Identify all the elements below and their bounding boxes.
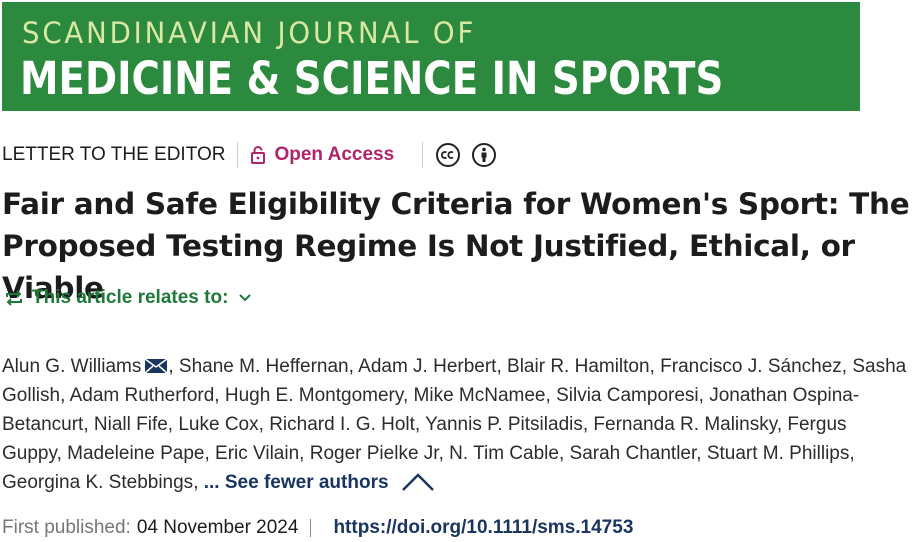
author-name[interactable]: Adam Rutherford (70, 385, 225, 406)
separator (310, 519, 312, 537)
doi-link[interactable]: https://doi.org/10.1111/sms.14753 (333, 517, 634, 538)
separator (237, 142, 239, 168)
author-name[interactable]: Niall Fife (94, 414, 178, 435)
author-name[interactable]: Sarah Chantler (570, 443, 707, 464)
author-name[interactable]: Richard I. G. Holt (269, 414, 425, 435)
author-name[interactable]: Adam J. Herbert (358, 356, 507, 377)
relates-label: This article relates to: (32, 287, 229, 308)
author-name[interactable]: Luke Cox (178, 414, 269, 435)
author-name[interactable]: Shane M. Heffernan (179, 356, 358, 377)
published-label: First published: (2, 517, 131, 538)
author-name[interactable]: Roger Pielke Jr (310, 443, 449, 464)
author-name-text: Alun G. Williams (2, 356, 142, 377)
publication-info: First published: 04 November 2024 https:… (2, 517, 633, 539)
lock-icon (251, 146, 266, 164)
author-name[interactable]: Georgina K. Stebbings (2, 472, 204, 493)
author-name[interactable]: Alun G. Williams (2, 356, 179, 377)
published-date: 04 November 2024 (136, 517, 299, 538)
author-name[interactable]: Madeleine Pape (67, 443, 215, 464)
journal-banner[interactable]: SCANDINAVIAN JOURNAL OF MEDICINE & SCIEN… (2, 2, 860, 111)
article-title: Fair and Safe Eligibility Criteria for W… (2, 187, 910, 305)
author-name[interactable]: Eric Vilain (215, 443, 310, 464)
relates-icon (6, 290, 22, 306)
article-type: LETTER TO THE EDITOR (2, 144, 226, 165)
email-icon[interactable] (144, 358, 168, 374)
journal-name-line1: SCANDINAVIAN JOURNAL OF (22, 16, 477, 50)
author-name[interactable]: Yannis P. Pitsiladis (425, 414, 593, 435)
chevron-down (239, 294, 252, 302)
see-fewer-authors[interactable]: ... See fewer authors (203, 472, 389, 493)
chevron-up[interactable] (401, 472, 435, 492)
author-name[interactable]: Mike McNamee (414, 385, 557, 406)
author-list: Alun G. Williams Shane M. HeffernanAdam J… (2, 352, 907, 497)
separator (422, 142, 424, 168)
open-access: Open Access (274, 144, 395, 165)
journal-name-line2: MEDICINE & SCIENCE IN SPORTS (20, 52, 724, 105)
author-name[interactable]: Fernanda R. Malinsky (593, 414, 787, 435)
author-name[interactable]: Stuart M. Phillips (707, 443, 855, 464)
article-meta-row: LETTER TO THE EDITOR Open Access (2, 141, 497, 169)
author-name[interactable]: Francisco J. Sánchez (660, 356, 852, 377)
relates-toggle[interactable]: This article relates to: (4, 287, 252, 309)
author-name[interactable]: Silvia Camporesi (556, 385, 709, 406)
author-name[interactable]: Hugh E. Montgomery (225, 385, 414, 406)
author-name[interactable]: N. Tim Cable (449, 443, 569, 464)
author-name[interactable]: Blair R. Hamilton (507, 356, 660, 377)
by-icon[interactable] (471, 142, 497, 168)
cc-icon[interactable] (435, 142, 461, 168)
